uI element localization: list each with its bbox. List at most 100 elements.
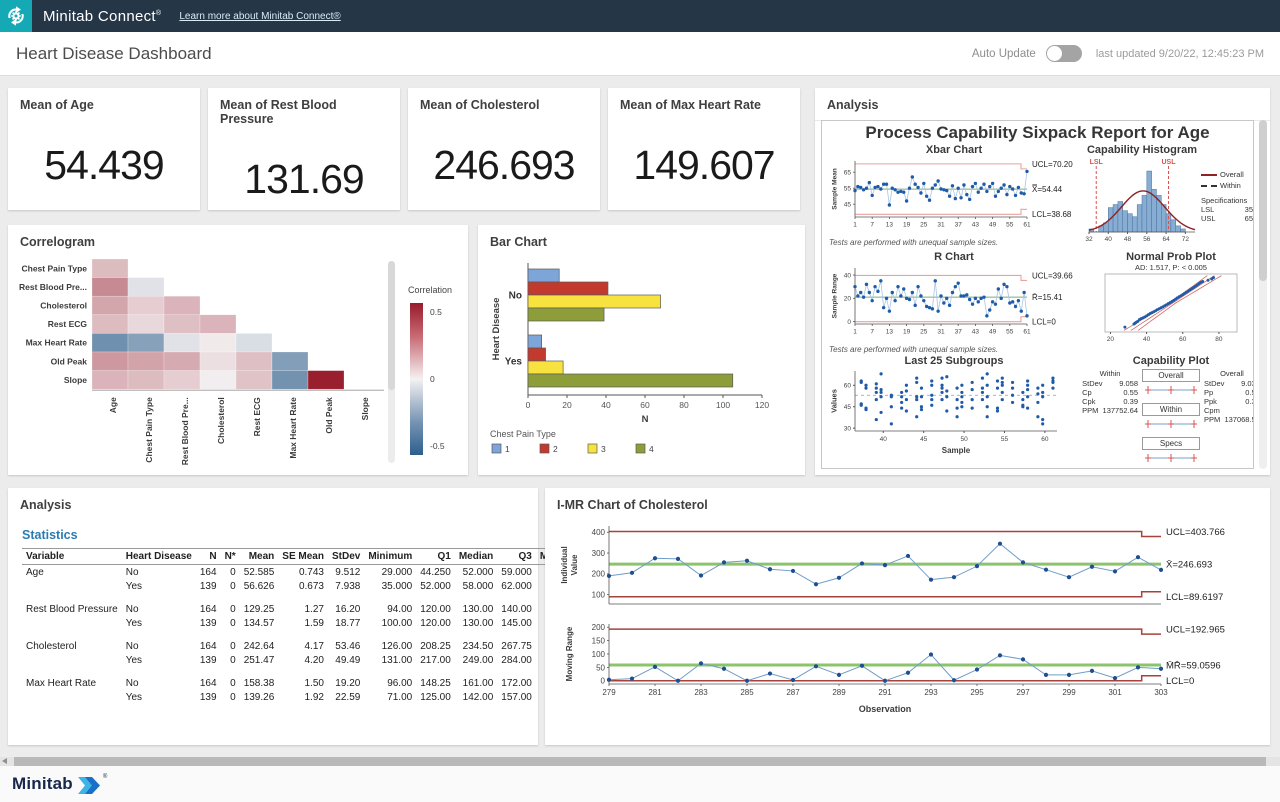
minitab-footer-logo[interactable]: Minitab ® <box>12 774 107 794</box>
table-cell: 139 <box>196 616 221 630</box>
panel-statistics: Analysis Statistics VariableHeart Diseas… <box>8 488 538 745</box>
horizontal-scrollbar[interactable] <box>0 757 1280 766</box>
svg-text:300: 300 <box>592 549 606 558</box>
table-cell: 94.00 <box>364 602 416 616</box>
table-cell: 18.77 <box>328 616 364 630</box>
table-cell: 0.743 <box>278 565 328 580</box>
svg-text:0: 0 <box>847 319 851 326</box>
svg-text:40: 40 <box>844 272 852 279</box>
table-cell: 0 <box>221 616 240 630</box>
card-mean-rest-blood-pressure: Mean of Rest Blood Pressure 131.69 <box>208 88 400 210</box>
table-cell: 1.27 <box>278 602 328 616</box>
minitab-arrow-icon <box>78 777 102 794</box>
table-cell: 217.00 <box>416 653 455 667</box>
svg-text:X̄=246.693: X̄=246.693 <box>1166 560 1212 571</box>
svg-text:55: 55 <box>844 186 852 193</box>
card-value: 246.693 <box>408 142 600 189</box>
table-cell: 44.250 <box>416 565 455 580</box>
svg-text:55: 55 <box>1006 222 1014 229</box>
table-cell: 0 <box>221 676 240 690</box>
scroll-left-arrow-icon[interactable] <box>2 758 7 764</box>
svg-text:Moving Range: Moving Range <box>565 626 574 681</box>
card-mean-age: Mean of Age 54.439 <box>8 88 200 210</box>
table-cell: 1.50 <box>278 676 328 690</box>
svg-text:M̄R̄=59.0596: M̄R̄=59.0596 <box>1166 660 1221 671</box>
scrollbar-thumb[interactable] <box>14 757 1266 766</box>
minitab-connect-logo[interactable] <box>0 0 32 32</box>
svg-text:40: 40 <box>601 400 611 410</box>
svg-text:100: 100 <box>592 650 606 659</box>
learn-more-link[interactable]: Learn more about Minitab Connect® <box>179 11 340 22</box>
table-cell: Max Heart Rate <box>22 676 122 690</box>
capability-plot-block: Capability Plot WithinStDev9.058Cp0.55Cp… <box>1083 355 1254 469</box>
table-cell: 145.00 <box>497 616 536 630</box>
correlogram-scrollbar[interactable] <box>388 261 395 463</box>
svg-text:295: 295 <box>970 688 984 697</box>
svg-text:Age: Age <box>108 397 118 413</box>
svg-text:30: 30 <box>844 425 852 432</box>
table-cell: 96.00 <box>364 676 416 690</box>
panel-header: Correlogram <box>8 225 468 249</box>
npp-title: Normal Prob Plot <box>1083 251 1254 263</box>
svg-text:60: 60 <box>1179 336 1187 343</box>
svg-text:279: 279 <box>602 688 616 697</box>
scrollbar-thumb[interactable] <box>1259 120 1267 281</box>
svg-text:LSL: LSL <box>1090 159 1104 166</box>
table-cell: 164 <box>196 676 221 690</box>
svg-text:45: 45 <box>920 436 928 443</box>
card-mean-cholesterol: Mean of Cholesterol 246.693 <box>408 88 600 210</box>
svg-text:Chest Pain Type: Chest Pain Type <box>144 397 154 463</box>
table-header: N* <box>221 549 240 565</box>
svg-text:43: 43 <box>972 329 980 336</box>
svg-text:Value: Value <box>570 554 579 575</box>
svg-text:19: 19 <box>903 222 911 229</box>
svg-text:60: 60 <box>1041 436 1049 443</box>
table-cell: 71.00 <box>364 690 416 704</box>
table-cell: 126.00 <box>364 639 416 653</box>
table-cell: 4.20 <box>278 653 328 667</box>
svg-text:Old Peak: Old Peak <box>51 356 88 366</box>
table-cell: 134.57 <box>240 616 279 630</box>
svg-text:20: 20 <box>1107 336 1115 343</box>
table-cell <box>22 653 122 667</box>
svg-text:Sample: Sample <box>942 446 971 455</box>
table-cell: 9.512 <box>328 565 364 580</box>
table-row: Yes1390139.261.9222.5971.00125.00142.001… <box>22 690 590 704</box>
panel-bar-chart: Bar Chart NoYes020406080100120NHeart Dis… <box>478 225 805 475</box>
svg-text:60: 60 <box>844 383 852 390</box>
table-cell: Cholesterol <box>22 639 122 653</box>
svg-text:25: 25 <box>920 329 928 336</box>
last25-subgroups-block: Last 25 Subgroups 3045604045505560Sample… <box>825 355 1083 459</box>
svg-text:0: 0 <box>526 400 531 410</box>
table-cell: 56.626 <box>240 579 279 593</box>
sixpack-title: Process Capability Sixpack Report for Ag… <box>825 123 1250 143</box>
legend-tick: 0.5 <box>430 307 442 317</box>
table-cell: 0 <box>221 690 240 704</box>
auto-update-toggle[interactable] <box>1046 45 1082 62</box>
svg-text:Cholesterol: Cholesterol <box>40 301 87 311</box>
table-cell: 130.00 <box>455 602 497 616</box>
correlogram-canvas: Chest Pain Type Rest Blood Pre... Choleste… <box>12 255 384 469</box>
histogram-legend: OverallWithinSpecificationsLSL35USL65 <box>1201 144 1253 223</box>
statistics-subtitle[interactable]: Statistics <box>22 528 538 542</box>
npp-canvas: 20406080 <box>1083 272 1254 348</box>
table-cell: 100.00 <box>364 616 416 630</box>
svg-text:303: 303 <box>1154 688 1168 697</box>
capability-stats: WithinStDev9.058Cp0.55Cpk0.39PPM137752.6… <box>1082 369 1138 469</box>
svg-text:Rest Blood Pre...: Rest Blood Pre... <box>19 282 87 292</box>
table-cell: 142.00 <box>455 690 497 704</box>
scrollbar-thumb[interactable] <box>388 261 395 390</box>
svg-text:65: 65 <box>844 170 852 177</box>
page-header: Heart Disease Dashboard Auto Update last… <box>0 32 1280 76</box>
svg-text:291: 291 <box>878 688 892 697</box>
r-chart-canvas: 0204017131925313743495561UCL=39.66R̄=15.… <box>825 263 1083 345</box>
svg-text:287: 287 <box>786 688 800 697</box>
xbar-chart-canvas: 45556517131925313743495561UCL=70.20X̿=54… <box>825 156 1083 238</box>
sixpack-scrollbar[interactable] <box>1259 120 1267 469</box>
table-cell: 120.00 <box>416 616 455 630</box>
table-cell: Rest Blood Pressure <box>22 602 122 616</box>
svg-text:289: 289 <box>832 688 846 697</box>
svg-text:Chest Pain Type: Chest Pain Type <box>22 263 88 273</box>
svg-text:Slope: Slope <box>360 397 370 420</box>
table-cell: 139 <box>196 690 221 704</box>
